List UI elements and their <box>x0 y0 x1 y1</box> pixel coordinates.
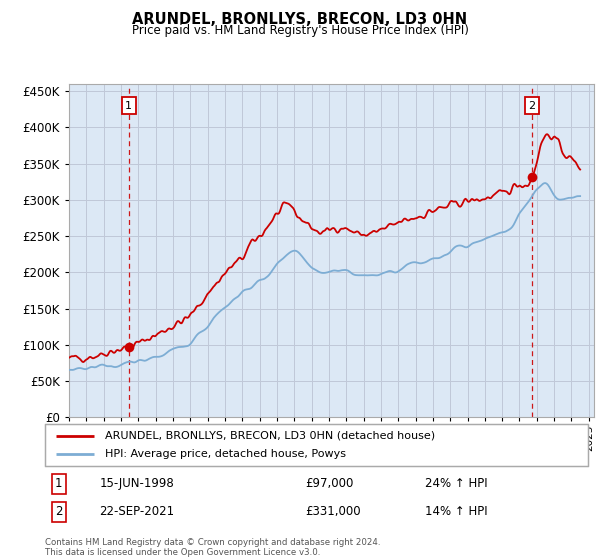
Text: HPI: Average price, detached house, Powys: HPI: Average price, detached house, Powy… <box>105 449 346 459</box>
Text: £97,000: £97,000 <box>305 477 354 490</box>
Text: 22-SEP-2021: 22-SEP-2021 <box>100 505 175 519</box>
Text: £331,000: £331,000 <box>305 505 361 519</box>
Text: 15-JUN-1998: 15-JUN-1998 <box>100 477 174 490</box>
Text: 2: 2 <box>529 101 536 111</box>
Text: ARUNDEL, BRONLLYS, BRECON, LD3 0HN (detached house): ARUNDEL, BRONLLYS, BRECON, LD3 0HN (deta… <box>105 431 435 441</box>
Text: 1: 1 <box>125 101 132 111</box>
Text: 24% ↑ HPI: 24% ↑ HPI <box>425 477 488 490</box>
Text: 14% ↑ HPI: 14% ↑ HPI <box>425 505 488 519</box>
Text: 1: 1 <box>55 477 62 490</box>
Text: Price paid vs. HM Land Registry's House Price Index (HPI): Price paid vs. HM Land Registry's House … <box>131 24 469 37</box>
Text: 2: 2 <box>55 505 62 519</box>
Text: ARUNDEL, BRONLLYS, BRECON, LD3 0HN: ARUNDEL, BRONLLYS, BRECON, LD3 0HN <box>133 12 467 27</box>
Text: Contains HM Land Registry data © Crown copyright and database right 2024.
This d: Contains HM Land Registry data © Crown c… <box>45 538 380 557</box>
